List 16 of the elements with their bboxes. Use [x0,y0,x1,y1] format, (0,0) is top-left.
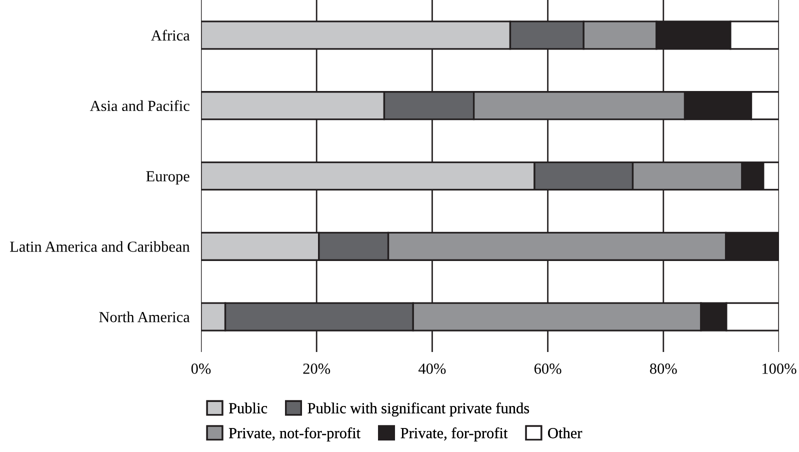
legend-label: Other [548,428,582,438]
x-tick-label: 0% [191,364,211,374]
y-tick-label: Africa [151,30,190,41]
y-tick-label: Asia and Pacific [90,100,190,112]
x-tick-label: 60% [534,364,562,374]
y-tick-label: Europe [146,171,190,185]
legend-label: Public [228,402,268,414]
legend-label: Private, not-for-profit [228,427,360,442]
x-tick-label: 20% [303,364,330,374]
y-tick-label: North America [99,312,190,322]
x-tick-label: 80% [650,364,677,374]
x-tick-label: 100% [762,364,796,374]
legend-label: Public with significant private funds [308,402,530,417]
y-tick-label: Latin America and Caribbean [10,241,190,252]
legend-label: Private, for-profit [400,427,508,442]
x-tick-label: 40% [418,364,446,374]
